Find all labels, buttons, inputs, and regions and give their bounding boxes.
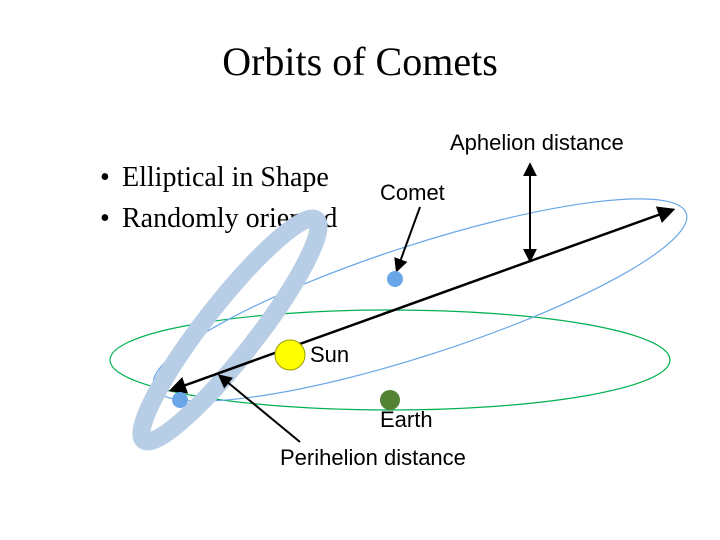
- tilted-orbit: [123, 204, 336, 457]
- major-axis-arrow: [172, 210, 672, 390]
- slide: Orbits of Comets Elliptical in Shape Ran…: [0, 0, 720, 540]
- comet-icon-2: [172, 392, 188, 408]
- perihelion-label: Perihelion distance: [280, 445, 466, 471]
- comet-pointer: [397, 207, 420, 270]
- comet-icon: [387, 271, 403, 287]
- earth-label: Earth: [380, 407, 433, 433]
- sun-icon: [275, 340, 305, 370]
- sun-label: Sun: [310, 342, 349, 368]
- aphelion-label: Aphelion distance: [450, 130, 624, 156]
- comet-label: Comet: [380, 180, 445, 206]
- perihelion-pointer: [220, 376, 300, 442]
